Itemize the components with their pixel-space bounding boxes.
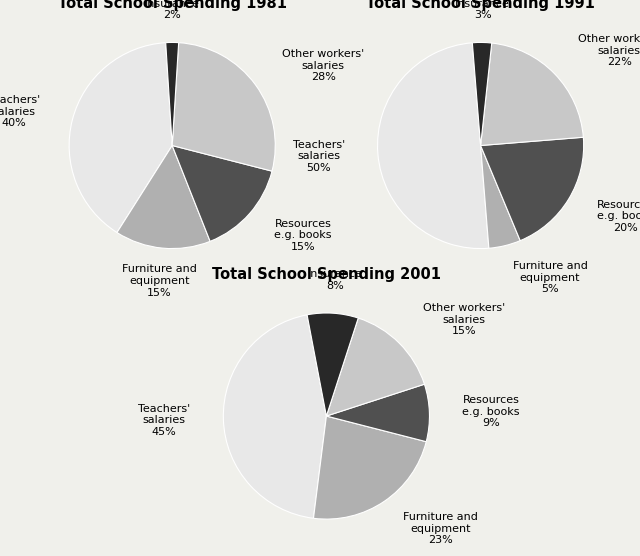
Wedge shape bbox=[69, 43, 172, 232]
Wedge shape bbox=[223, 315, 326, 518]
Text: Other workers'
salaries
28%: Other workers' salaries 28% bbox=[282, 49, 365, 82]
Wedge shape bbox=[481, 137, 584, 241]
Wedge shape bbox=[481, 146, 520, 248]
Wedge shape bbox=[172, 43, 275, 171]
Text: Resources
e.g. books
20%: Resources e.g. books 20% bbox=[596, 200, 640, 233]
Title: Total School Spending 2001: Total School Spending 2001 bbox=[212, 267, 441, 282]
Text: Furniture and
equipment
5%: Furniture and equipment 5% bbox=[513, 261, 588, 294]
Wedge shape bbox=[481, 43, 583, 146]
Wedge shape bbox=[472, 42, 492, 146]
Wedge shape bbox=[326, 318, 424, 416]
Text: Insurance
2%: Insurance 2% bbox=[145, 0, 200, 20]
Text: Teachers'
salaries
45%: Teachers' salaries 45% bbox=[138, 404, 191, 437]
Wedge shape bbox=[172, 146, 272, 241]
Title: Total School Spending 1991: Total School Spending 1991 bbox=[366, 0, 595, 11]
Wedge shape bbox=[166, 42, 179, 146]
Wedge shape bbox=[307, 313, 358, 416]
Text: Furniture and
equipment
23%: Furniture and equipment 23% bbox=[403, 512, 477, 545]
Title: Total School Spending 1981: Total School Spending 1981 bbox=[58, 0, 287, 11]
Text: Resources
e.g. books
15%: Resources e.g. books 15% bbox=[274, 219, 332, 252]
Text: Insurance
3%: Insurance 3% bbox=[455, 0, 510, 20]
Text: Teachers'
salaries
50%: Teachers' salaries 50% bbox=[292, 140, 345, 173]
Text: Furniture and
equipment
15%: Furniture and equipment 15% bbox=[122, 264, 197, 297]
Wedge shape bbox=[117, 146, 210, 249]
Text: Other workers'
salaries
22%: Other workers' salaries 22% bbox=[578, 34, 640, 67]
Text: Insurance
8%: Insurance 8% bbox=[307, 270, 362, 291]
Wedge shape bbox=[314, 416, 426, 519]
Wedge shape bbox=[378, 43, 489, 249]
Text: Other workers'
salaries
15%: Other workers' salaries 15% bbox=[422, 303, 505, 336]
Text: Teachers'
salaries
40%: Teachers' salaries 40% bbox=[0, 95, 40, 128]
Text: Resources
e.g. books
9%: Resources e.g. books 9% bbox=[462, 395, 520, 428]
Wedge shape bbox=[326, 384, 429, 441]
